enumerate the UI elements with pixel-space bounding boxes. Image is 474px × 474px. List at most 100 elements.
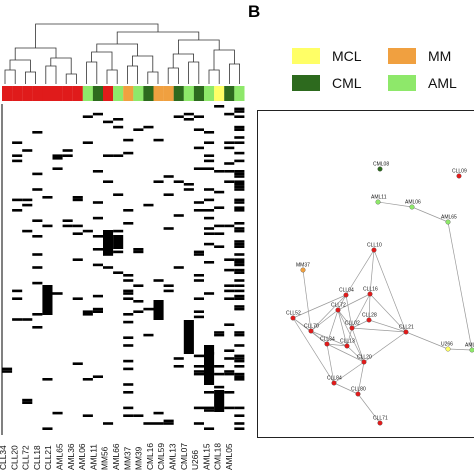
network-edge: [357, 393, 381, 424]
heatmap-cell: [143, 422, 154, 425]
heatmap-cell: [123, 320, 134, 324]
heatmap-cell: [163, 419, 174, 423]
heatmap-cell: [234, 354, 245, 358]
network-edge: [345, 249, 375, 296]
color-bar-cell: [113, 86, 124, 101]
heatmap-cell: [193, 422, 204, 425]
heatmap-cell: [32, 313, 43, 316]
network-edge: [351, 319, 370, 329]
network-node: [343, 292, 349, 298]
color-bar-cell: [123, 86, 134, 101]
sample-label: CML59: [156, 443, 166, 470]
heatmap-cell: [214, 190, 225, 194]
heatmap-cell: [234, 222, 245, 225]
heatmap-cell: [12, 141, 23, 144]
network-edge: [310, 330, 348, 347]
heatmap-cell: [72, 224, 83, 228]
heatmap-cell: [193, 297, 204, 300]
heatmap-cell: [204, 391, 215, 394]
heatmap-cell: [133, 300, 144, 303]
sample-label: AML15: [201, 443, 211, 470]
heatmap-cell: [193, 279, 204, 282]
heatmap-cell: [234, 305, 245, 308]
heatmap-cell: [92, 235, 103, 238]
legend-swatch-aml: [388, 75, 416, 91]
heatmap-cell: [234, 284, 245, 287]
heatmap-cell: [214, 331, 225, 334]
heatmap-cell: [193, 167, 204, 170]
heatmap-cell: [234, 297, 245, 300]
heatmap-cell: [12, 297, 23, 300]
network-node: [308, 328, 314, 334]
sample-label: CLL18: [32, 445, 42, 470]
color-bar-cell: [224, 86, 235, 101]
sample-label: CLL72: [21, 445, 31, 470]
network-node-label: CLL70: [304, 324, 319, 330]
dendrogram-link: [132, 55, 154, 72]
legend-item-mcl: MCL: [292, 47, 362, 65]
heatmap-cell: [234, 279, 245, 282]
network-node-label: CML08: [373, 162, 389, 168]
heatmap-cell: [123, 292, 134, 295]
heatmap-cell: [2, 370, 13, 373]
heatmap-cell: [103, 120, 114, 124]
heatmap-cell: [123, 391, 134, 394]
heatmap-cell: [193, 406, 204, 410]
heatmap-cell: [204, 292, 215, 295]
heatmap-cell: [204, 188, 215, 191]
dendrogram-link: [116, 31, 200, 44]
dendrogram-link: [86, 61, 98, 84]
network-node-label: CLL71: [373, 416, 388, 422]
color-bar-cell: [32, 86, 43, 101]
heatmap-cell: [224, 349, 235, 352]
heatmap-block: [204, 345, 215, 385]
network-edge: [302, 269, 312, 332]
heatmap-cell: [113, 154, 124, 157]
sample-label: U266: [190, 450, 200, 470]
network-edge: [363, 331, 407, 363]
network-edge: [369, 293, 407, 333]
heatmap-cell: [103, 180, 114, 183]
heatmap-cell: [92, 216, 103, 220]
dendrogram: [4, 23, 240, 84]
heatmap-cell: [193, 315, 204, 319]
legend-label-mcl: MCL: [332, 48, 362, 64]
heatmap-cell: [12, 154, 23, 157]
network-node: [335, 307, 341, 313]
heatmap-cell: [204, 232, 215, 235]
legend-item-cml: CML: [292, 74, 362, 92]
heatmap-cell: [183, 112, 194, 116]
heatmap-cell: [123, 222, 134, 225]
heatmap-cell: [234, 128, 245, 131]
heatmap-cell: [123, 336, 134, 339]
heatmap-cell: [214, 232, 225, 235]
heatmap-cell: [234, 185, 245, 189]
heatmap-cell: [234, 198, 245, 202]
heatmap-cell: [82, 229, 93, 233]
network-edge: [377, 201, 413, 208]
heatmap-cell: [123, 297, 134, 300]
heatmap-cell: [224, 268, 235, 272]
heatmap-cell: [92, 375, 103, 378]
legend-swatch-cml: [292, 75, 320, 91]
heatmap-cell: [52, 292, 63, 295]
heatmap-cells: [2, 105, 245, 430]
heatmap-cell: [234, 422, 245, 425]
heatmap-cell: [12, 209, 23, 212]
network-node-label: CLL04: [339, 288, 354, 294]
heatmap-cell: [234, 258, 245, 261]
heatmap-cell: [12, 159, 23, 163]
dendrogram-link: [96, 43, 138, 56]
heatmap-cell: [52, 411, 63, 415]
heatmap-cell: [183, 118, 194, 121]
heatmap-cell: [72, 258, 83, 261]
color-bar-cell: [163, 86, 174, 101]
network-edge: [447, 221, 473, 351]
heatmap-cell: [123, 359, 134, 363]
heatmap-cell: [12, 318, 23, 321]
color-bar-cell: [173, 86, 184, 101]
heatmap-cell: [214, 170, 225, 173]
panel-label: B: [248, 2, 261, 21]
heatmap-cell: [234, 344, 245, 347]
heatmap-cell: [82, 378, 93, 381]
